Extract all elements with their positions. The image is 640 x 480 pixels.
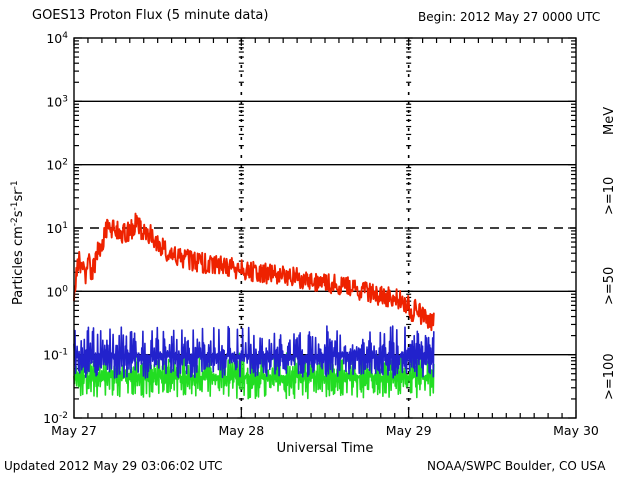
y-axis-title-part-6: -1 <box>10 180 20 189</box>
x-tick-label: May 30 <box>553 423 599 438</box>
x-axis-title: Universal Time <box>277 441 374 456</box>
y-axis-tick-labels: 104 103 102 101 100 10-1 10-2 <box>43 31 68 426</box>
y-tick-label: 10-1 <box>43 348 68 363</box>
y-axis-title-part-5: sr <box>11 189 26 202</box>
source-credit: NOAA/SWPC Boulder, CO USA <box>427 459 606 473</box>
y-tick-label: 102 <box>46 158 68 173</box>
begin-time-label: Begin: 2012 May 27 0000 UTC <box>418 10 601 24</box>
y-tick-label: 101 <box>46 221 68 236</box>
chart-title: GOES13 Proton Flux (5 minute data) <box>32 8 269 23</box>
x-axis-tick-labels: May 27 May 28 May 29 May 30 <box>51 423 599 438</box>
y-axis-title-part-3: s <box>11 210 26 217</box>
y-tick-label: 100 <box>46 284 68 299</box>
x-tick-label: May 27 <box>51 423 97 438</box>
updated-timestamp: Updated 2012 May 29 03:06:02 UTC <box>4 459 223 473</box>
plot-frame <box>73 37 577 419</box>
data-traces <box>73 212 435 400</box>
legend-item-ge10: >=10 <box>602 177 617 215</box>
gridlines <box>74 100 576 356</box>
y-tick-label: 10-2 <box>43 411 68 426</box>
svg-text:Particles cm-2s-1sr-1: Particles cm-2s-1sr-1 <box>10 180 26 305</box>
x-tick-label: May 28 <box>218 423 264 438</box>
y-axis-title-part-2: -2 <box>10 217 20 226</box>
y-axis-title-part-1: Particles cm <box>11 226 26 305</box>
y-axis-title-part-4: -1 <box>10 202 20 211</box>
y-tick-label: 104 <box>46 31 68 46</box>
legend-unit-label: MeV <box>602 107 617 135</box>
legend-item-ge50: >=50 <box>602 267 617 305</box>
trace-ge50-mev <box>73 325 435 379</box>
y-tick-label: 103 <box>46 94 68 109</box>
y-axis-title: Particles cm-2s-1sr-1 <box>10 180 26 305</box>
legend: MeV >=10 >=50 >=100 <box>602 107 617 400</box>
trace-ge10-mev <box>73 212 435 332</box>
x-tick-label: May 29 <box>386 423 432 438</box>
legend-item-ge100: >=100 <box>602 353 617 400</box>
